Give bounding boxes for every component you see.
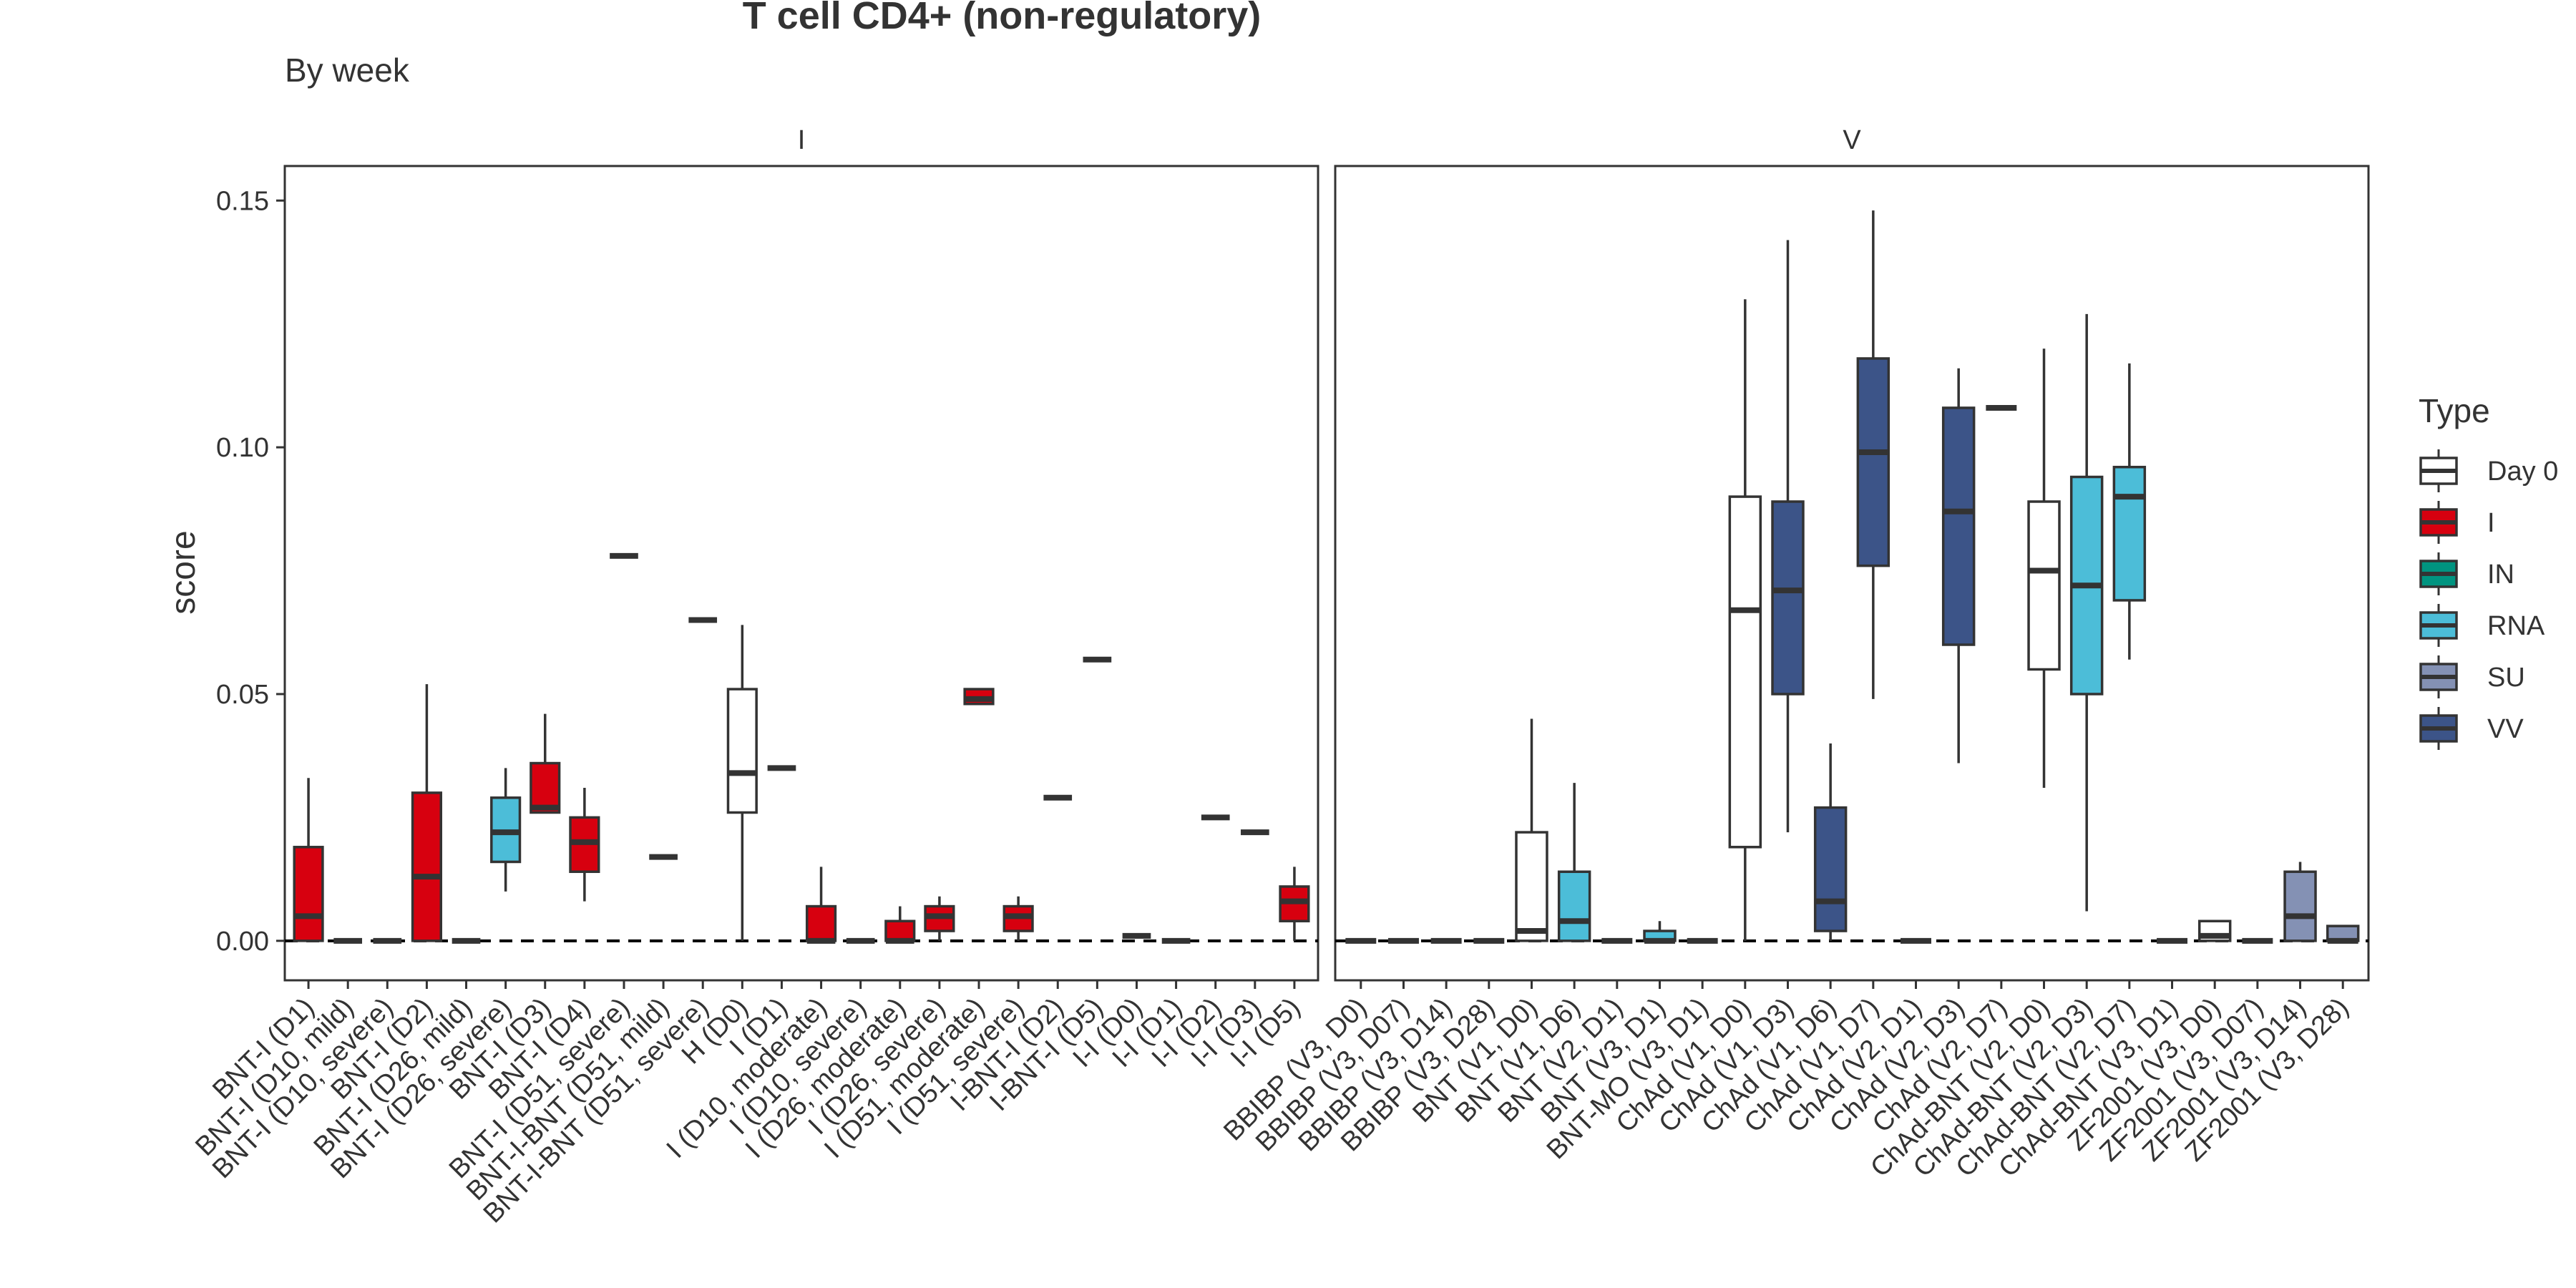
box-body [1557,870,1591,942]
y-tick-label: 0.00 [216,927,269,957]
box-chad-v1-d3 [1771,240,1805,833]
box-body [726,688,758,814]
box-i-d10-moderate [805,867,837,944]
legend-item-i: I [2419,501,2495,544]
legend-label: VV [2487,714,2524,744]
panel-border [1334,165,2370,982]
box-body [530,761,561,814]
box-body [2112,465,2147,602]
box-bnt-i-d4 [569,788,600,902]
box-bnt-v1-d0 [1515,718,1548,942]
legend-label: RNA [2487,611,2545,641]
box-bnt-v3-d1 [1643,921,1677,944]
box-zf2001-v3-d14 [2283,862,2317,942]
legend-item-rna: RNA [2419,604,2545,647]
box-body [1941,406,1976,646]
box-body [411,791,443,942]
chart-title: T cell CD4+ (non-regulatory) [743,0,1262,37]
box-i-i-d5 [1279,867,1310,941]
box-body [293,846,324,942]
y-axis-label: score [165,530,203,614]
box-body [1856,357,1890,567]
legend-item-in: IN [2419,552,2514,595]
box-chad-bnt-v2-d0 [2027,348,2061,789]
legend-label: SU [2487,663,2525,693]
legend-item-vv: VV [2419,707,2524,750]
chart-subtitle: By week [285,52,410,89]
box-chad-bnt-v2-d7 [2112,363,2147,660]
box-body [1813,806,1848,932]
legend-item-day-0: Day 0 [2419,449,2558,492]
panel-border [283,165,1319,982]
legend-title: Type [2419,392,2490,429]
box-i-d51-moderate [963,688,995,706]
box-body [2283,870,2317,942]
box-zf2001-v3-d28 [2326,924,2360,944]
legend-item-su: SU [2419,655,2525,698]
box-chad-v1-d7 [1856,210,1890,699]
box-chad-v1-d6 [1813,743,1848,941]
legend: Type Day 0 I IN RNA SU VV [2419,392,2558,750]
box-body [805,904,837,942]
box-chad-v1-d0 [1728,299,1762,941]
y-tick-label: 0.05 [216,680,269,710]
box-body [884,919,916,942]
box-h-d0 [726,625,758,941]
box-body [1515,831,1548,942]
box-bnt-i-d26-severe [490,768,522,892]
box-body [1728,495,1762,849]
box-chad-bnt-v2-d3 [2069,313,2104,912]
legend-label: Day 0 [2487,457,2558,487]
box-i-d51-severe [1002,896,1034,941]
box-i-d26-moderate [884,906,916,944]
box-bnt-i-d1 [293,778,324,942]
box-bnt-i-d2 [411,684,443,942]
box-i-d26-severe [924,896,955,941]
y-tick-label: 0.10 [216,433,269,463]
box-bnt-v1-d6 [1557,783,1591,942]
legend-label: I [2487,508,2495,538]
box-chad-v2-d3 [1941,368,1976,763]
box-bnt-i-d3 [530,713,561,814]
box-zf2001-v3-d0 [2197,919,2232,942]
box-body [1771,500,1805,696]
legend-label: IN [2487,560,2514,590]
box-body [2027,500,2061,671]
panel-strip-label: V [1843,125,1861,155]
y-tick-label: 0.15 [216,186,269,216]
panel-strip-label: I [798,125,806,155]
